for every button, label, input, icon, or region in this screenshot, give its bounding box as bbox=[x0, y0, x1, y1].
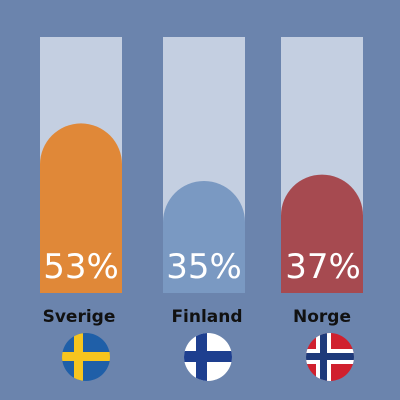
category-label-sverige: Sverige bbox=[43, 307, 116, 327]
bar-norge bbox=[281, 174, 363, 293]
value-label-finland: 35% bbox=[166, 247, 242, 287]
finnish-flag-icon bbox=[184, 333, 232, 381]
value-label-sverige: 53% bbox=[43, 247, 119, 287]
bar-finland bbox=[163, 181, 245, 293]
bars bbox=[40, 123, 363, 293]
norwegian-flag-icon bbox=[306, 333, 354, 381]
bar-sverige bbox=[40, 123, 122, 293]
value-label-norge: 37% bbox=[285, 247, 361, 287]
category-label-norge: Norge bbox=[293, 307, 351, 327]
category-label-finland: Finland bbox=[171, 307, 242, 327]
swedish-flag-icon bbox=[62, 333, 110, 381]
bar-tracks bbox=[40, 37, 363, 293]
